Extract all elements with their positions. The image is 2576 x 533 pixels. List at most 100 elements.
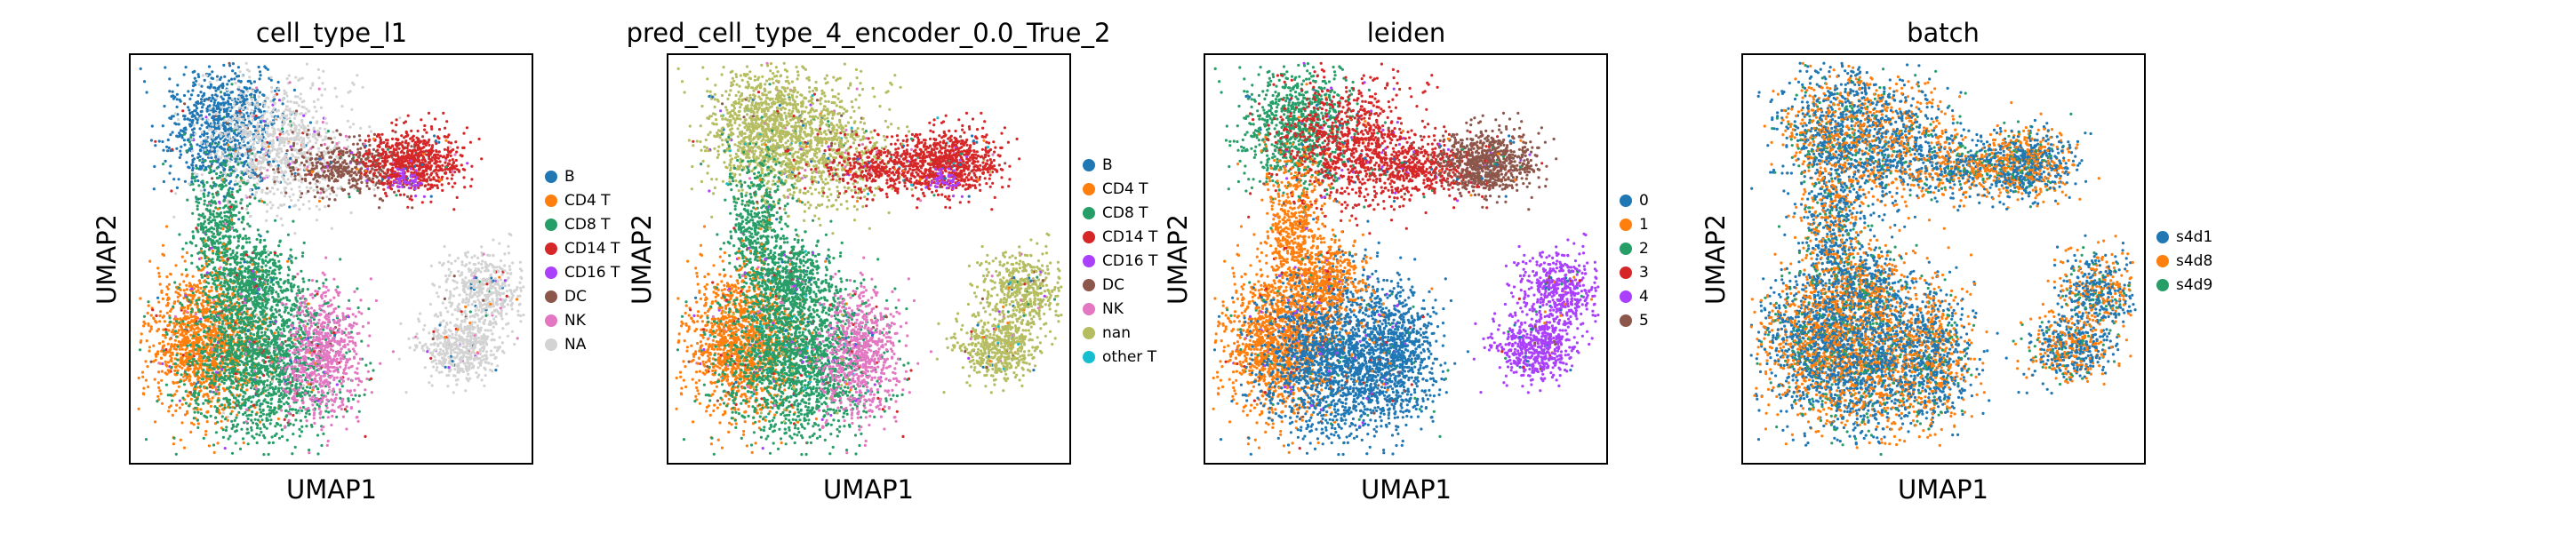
scatter-point (166, 361, 170, 364)
scatter-point (181, 334, 186, 338)
scatter-point (332, 131, 335, 134)
scatter-point (168, 77, 172, 81)
scatter-point (416, 147, 420, 151)
scatter-point (257, 187, 260, 190)
scatter-point (147, 323, 150, 327)
scatter-point (224, 204, 228, 208)
scatter-point (222, 110, 226, 114)
scatter-point (295, 142, 299, 146)
scatter-point (425, 172, 429, 176)
scatter-point (387, 181, 390, 185)
scatter-point (177, 291, 180, 295)
scatter-point (365, 179, 369, 183)
scatter-point (465, 126, 468, 130)
scatter-point (315, 109, 318, 113)
scatter-point (165, 145, 169, 148)
scatter-point (234, 81, 237, 85)
scatter-point (191, 161, 195, 164)
scatter-point (175, 98, 179, 101)
scatter-point (210, 289, 213, 292)
scatter-point (441, 188, 444, 192)
scatter-point (302, 155, 306, 159)
scatter-point (161, 297, 164, 300)
scatter-point (158, 362, 162, 365)
scatter-point (194, 179, 197, 183)
scatter-point (196, 283, 199, 287)
scatter-point (292, 147, 296, 151)
scatter-point (269, 206, 273, 210)
scatter-point (260, 141, 264, 145)
scatter-point (281, 137, 284, 140)
scatter-point (212, 159, 215, 163)
scatter-point (215, 145, 219, 148)
scatter-point (267, 174, 270, 178)
scatter-point (279, 191, 284, 195)
scatter-point (169, 164, 172, 168)
scatter-point (164, 225, 169, 228)
scatter-point (284, 107, 288, 111)
scatter-point (339, 156, 342, 160)
scatter-point (348, 155, 351, 158)
scatter-point (157, 272, 161, 275)
scatter-point (194, 116, 197, 120)
scatter-point (139, 67, 142, 70)
scatter-point (288, 81, 292, 84)
scatter-point (390, 137, 395, 140)
scatter-point (191, 182, 195, 186)
scatter-point (300, 136, 303, 139)
scatter-point (346, 138, 349, 142)
scatter-point (372, 137, 375, 140)
scatter-point (237, 85, 241, 89)
scatter-point (352, 83, 356, 86)
scatter-point (270, 145, 274, 148)
scatter-point (222, 107, 226, 111)
scatter-point (180, 136, 184, 139)
scatter-point (367, 134, 371, 138)
scatter-point (315, 219, 319, 222)
scatter-point (185, 149, 188, 153)
scatter-point (221, 386, 225, 390)
scatter-point (244, 118, 247, 122)
scatter-point (186, 394, 189, 397)
scatter-point (154, 144, 157, 147)
scatter-point (345, 170, 348, 173)
scatter-point (197, 279, 201, 282)
scatter-point (163, 354, 166, 357)
scatter-point (364, 171, 368, 175)
scatter-point (243, 137, 246, 141)
scatter-point (232, 105, 236, 108)
scatter-point (267, 161, 270, 164)
scatter-point (263, 65, 267, 68)
scatter-point (260, 124, 263, 128)
scatter-point (202, 183, 206, 187)
scatter-point (332, 160, 335, 163)
scatter-point (199, 257, 203, 260)
scatter-point (309, 86, 313, 90)
scatter-point (199, 140, 203, 144)
scatter-point (233, 129, 236, 132)
scatter-point (226, 173, 229, 177)
scatter-point (420, 118, 423, 122)
scatter-point (393, 163, 396, 166)
scatter-point (462, 131, 466, 135)
scatter-point (281, 99, 284, 102)
scatter-point (462, 176, 466, 179)
scatter-point (183, 102, 187, 106)
scatter-point (302, 106, 306, 109)
scatter-point (228, 150, 232, 154)
scatter-point (189, 397, 193, 401)
scatter-point (273, 147, 276, 151)
scatter-point (198, 155, 202, 158)
scatter-point (286, 141, 290, 145)
scatter-point (248, 195, 252, 199)
scatter-point (442, 155, 445, 158)
scatter-point (163, 104, 166, 108)
scatter-point (433, 117, 437, 121)
scatter-point (355, 153, 358, 156)
scatter-point (244, 171, 247, 176)
scatter-point (381, 199, 385, 203)
scatter-point (238, 261, 243, 265)
scatter-point (433, 169, 436, 172)
scatter-point (264, 152, 268, 155)
chart-title: cell_type_l1 (256, 18, 407, 48)
